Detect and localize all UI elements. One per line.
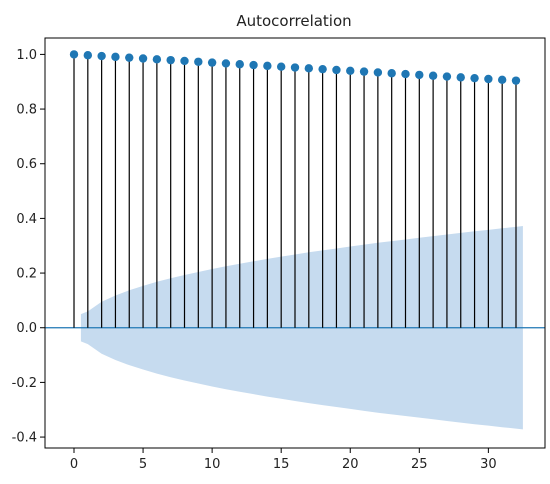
x-tick-label-20: 20 (342, 457, 359, 472)
marker-lag-27 (442, 72, 452, 81)
marker-lag-8 (180, 56, 189, 66)
stems-layer (73, 54, 517, 328)
chart-title: Autocorrelation (236, 12, 351, 30)
y-tick-label-7: 1.0 (16, 48, 37, 63)
marker-lag-11 (221, 59, 231, 68)
marker-lag-13 (249, 60, 258, 70)
y-tick-label-0: -0.4 (12, 431, 37, 446)
x-tick-label-30: 30 (480, 457, 497, 472)
markers-layer (69, 50, 521, 85)
y-tick-label-1: -0.2 (12, 376, 37, 391)
marker-lag-15 (276, 62, 286, 71)
marker-lag-1 (83, 51, 93, 60)
y-axis-ticks: -0.4 -0.2 0.0 0.2 0.4 0.6 0.8 1.0 (12, 48, 45, 446)
marker-lag-23 (387, 69, 396, 78)
marker-lag-2 (97, 51, 106, 61)
marker-lag-10 (207, 58, 217, 67)
y-tick-label-5: 0.6 (16, 157, 37, 172)
marker-lag-19 (332, 65, 341, 75)
marker-lag-29 (470, 73, 479, 83)
marker-lag-3 (111, 52, 120, 62)
marker-lag-30 (484, 74, 493, 84)
marker-lag-20 (346, 66, 355, 76)
marker-lag-4 (125, 53, 134, 62)
marker-lag-28 (456, 73, 465, 82)
marker-lag-17 (304, 64, 314, 73)
marker-lag-25 (415, 70, 424, 80)
marker-lag-7 (166, 55, 175, 65)
x-tick-label-5: 5 (139, 457, 147, 472)
marker-lag-14 (263, 61, 272, 71)
y-tick-label-2: 0.0 (16, 321, 37, 336)
marker-lag-9 (194, 57, 203, 66)
plot-frame (44, 37, 546, 449)
marker-lag-12 (235, 60, 244, 69)
x-tick-label-0: 0 (70, 457, 78, 472)
y-tick-label-4: 0.4 (16, 212, 37, 227)
marker-lag-5 (138, 54, 148, 63)
marker-lag-0 (69, 50, 79, 59)
x-tick-label-15: 15 (273, 457, 290, 472)
marker-lag-22 (373, 68, 383, 77)
marker-lag-6 (152, 55, 162, 64)
x-axis-ticks: 0 5 10 15 20 25 30 (70, 448, 497, 472)
y-tick-label-6: 0.8 (16, 103, 37, 118)
marker-lag-18 (318, 64, 327, 74)
x-tick-label-10: 10 (204, 457, 221, 472)
y-tick-label-3: 0.2 (16, 267, 37, 282)
marker-lag-32 (511, 76, 521, 85)
marker-lag-31 (497, 75, 507, 85)
x-tick-label-25: 25 (411, 457, 428, 472)
marker-lag-16 (290, 63, 300, 72)
marker-lag-21 (359, 67, 369, 76)
marker-lag-24 (401, 69, 410, 79)
marker-lag-26 (428, 71, 438, 80)
